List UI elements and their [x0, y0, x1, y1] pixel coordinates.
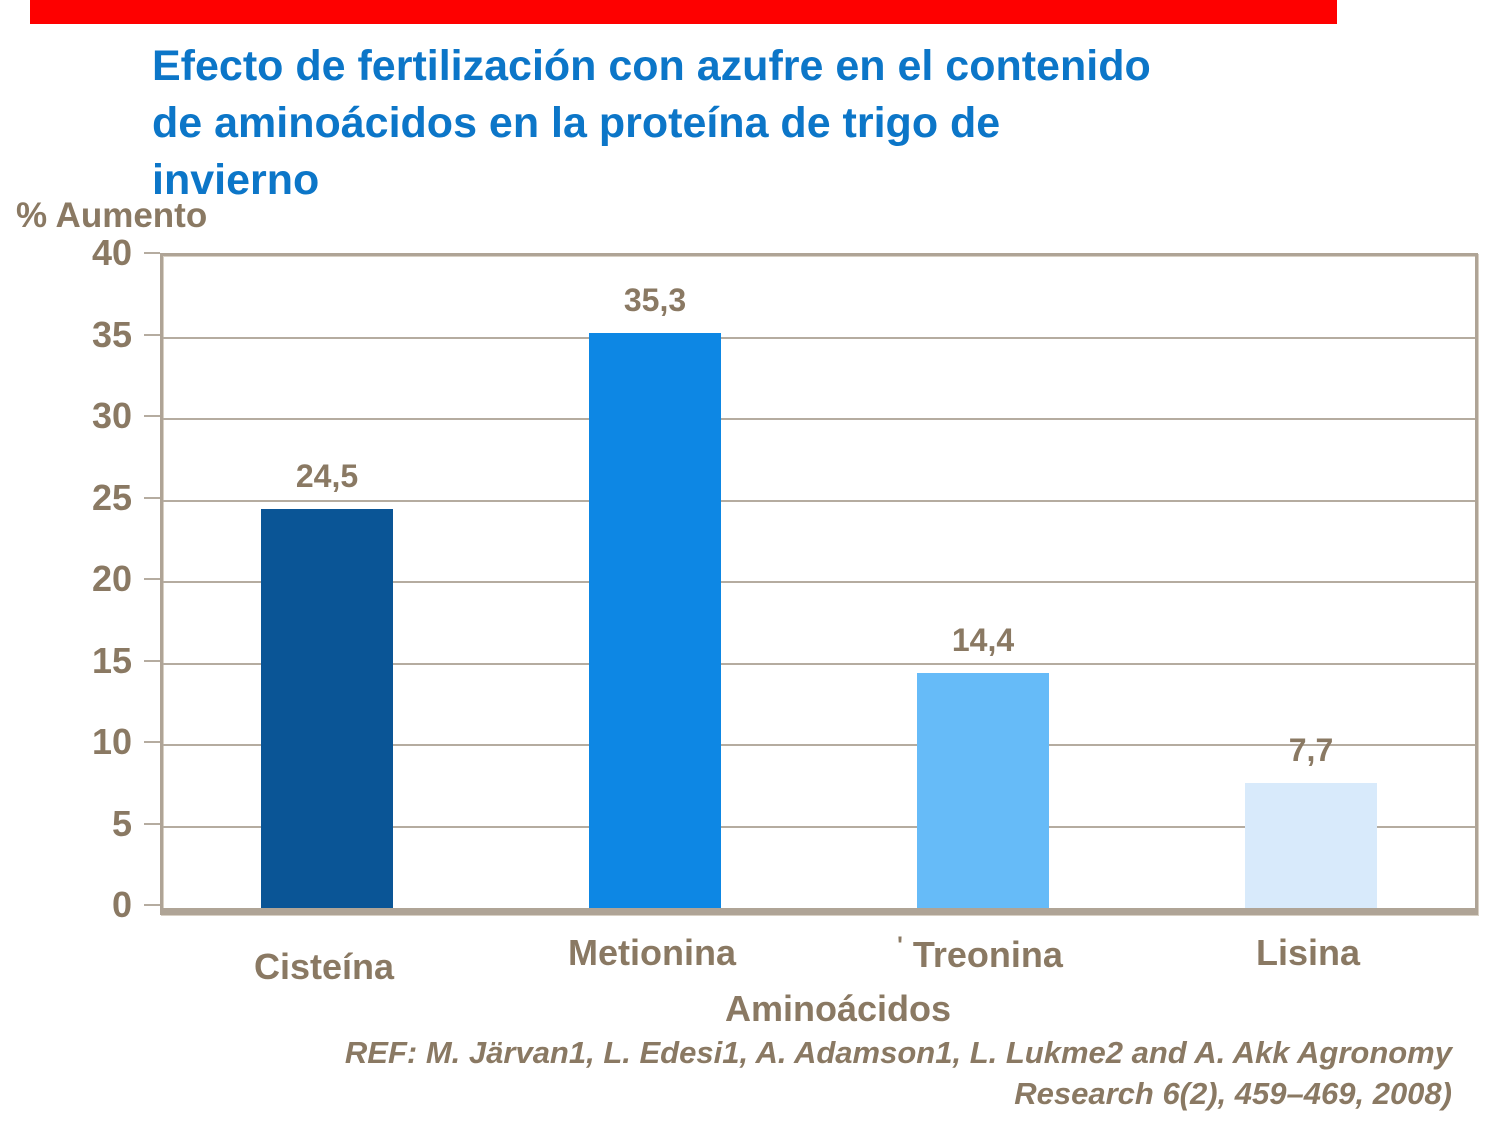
top-accent-bar [30, 0, 1337, 24]
y-tick-label: 0 [111, 884, 132, 925]
slide-title: Efecto de fertilización con azufre en el… [152, 42, 1151, 204]
gridline [163, 581, 1475, 583]
y-tick-label: 30 [91, 395, 132, 436]
gridline [163, 418, 1475, 420]
y-tick-mark [144, 333, 160, 336]
y-tick-mark [144, 578, 160, 580]
gridline [163, 744, 1475, 746]
x-category-label-treonina: ' Treonina [897, 932, 1063, 975]
gridline [163, 499, 1475, 502]
reference-citation: REF: M. Järvan1, L. Edesi1, A. Adamson1,… [344, 1035, 1452, 1111]
x-category-label-lisina: Lisina [1255, 932, 1361, 973]
y-tick-label: 10 [91, 721, 132, 762]
y-tick-label: 25 [91, 476, 132, 518]
y-tick-mark [144, 252, 160, 254]
x-category-label-cisteína: Cisteína [253, 946, 395, 987]
bar-value-label: 35,3 [623, 281, 687, 318]
stray-tick-mark: ' [897, 932, 903, 959]
x-axis-title: Aminoácidos [724, 988, 952, 1029]
y-tick-label: 40 [91, 232, 132, 273]
bar-metionina [589, 332, 721, 908]
y-tick-label: 35 [91, 313, 132, 355]
gridline [163, 336, 1475, 339]
y-tick-label: 15 [91, 639, 132, 681]
y-tick-mark [144, 904, 160, 906]
bar-value-label: 14,4 [951, 622, 1015, 659]
bar-value-label: 7,7 [1288, 731, 1334, 768]
y-tick-label: 5 [111, 802, 132, 844]
y-tick-mark [144, 659, 160, 662]
bar-value-label: 24,5 [295, 457, 359, 494]
gridline [163, 825, 1475, 828]
y-tick-mark [144, 822, 160, 825]
bar-lisina [1245, 782, 1377, 908]
y-tick-mark [144, 741, 160, 743]
x-category-label-metionina: Metionina [568, 932, 736, 973]
bar-cisteína [261, 508, 393, 908]
y-tick-label: 20 [91, 558, 132, 599]
y-tick-mark [144, 496, 160, 499]
bar-treonina [917, 673, 1049, 908]
gridline [163, 662, 1475, 665]
y-tick-mark [144, 415, 160, 417]
plot-area: 24,5 35,3 14,4 7,7 [160, 253, 1478, 915]
y-axis-title: % Aumento [16, 196, 208, 235]
